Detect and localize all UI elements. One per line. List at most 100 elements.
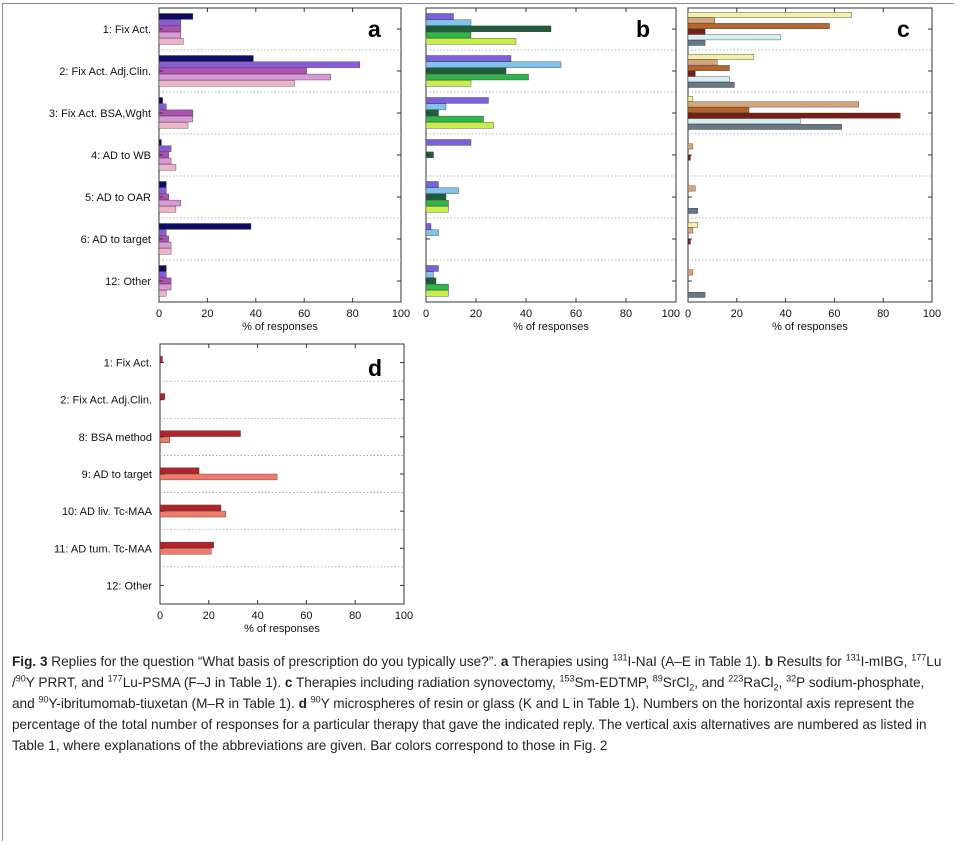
figure-frame [2,3,954,841]
bar [159,436,170,443]
bar [687,112,901,119]
bar [159,510,227,518]
bar [158,265,167,272]
bar [687,292,706,298]
x-tick-label: 100 [923,308,941,320]
bar [158,199,181,207]
figure-caption: Fig. 3 Replies for the question “What ba… [12,651,942,756]
bar [159,393,166,400]
bar [687,81,735,88]
bar [687,59,718,66]
bar [425,206,449,213]
bar [687,269,694,276]
panel-a: 1: Fix Act. 2: Fix Act. Adj.Clin. 3: Fix A… [49,7,410,333]
bar [158,187,167,194]
category-label: 8: BSA method [79,432,152,444]
bar [159,504,222,512]
bar [687,154,691,161]
x-tick-label: 20 [203,610,215,622]
panel-c: 0 20 40 60 80 100 % of responses c [685,7,941,333]
x-tick-label: 40 [520,308,532,320]
x-tick-label: 100 [392,308,410,320]
bar [425,31,472,39]
category-label: 2: Fix Act. Adj.Clin. [59,66,151,78]
x-axis-label: % of responses [244,623,320,635]
x-tick-label: 80 [349,610,361,622]
panel-letter: b [636,16,650,42]
category-label: 9: AD to target [82,469,152,481]
x-tick-label: 40 [251,610,263,622]
category-label: 3: Fix Act. BSA,Wght [49,108,151,120]
bar [158,97,163,104]
x-tick-label: 20 [470,308,482,320]
x-axis-label: % of responses [242,321,318,333]
panel-letter: a [368,16,381,42]
bar [158,38,184,45]
category-label: 1: Fix Act. [104,358,152,370]
bar [687,207,698,214]
panel-letter: c [897,16,910,42]
category-label: 12: Other [105,276,151,288]
bar [425,80,472,87]
x-tick-label: 100 [395,610,413,622]
x-axis-label: % of responses [513,321,589,333]
bar [158,109,194,117]
bar [425,115,484,123]
x-tick-label: 80 [620,308,632,320]
bar [687,123,842,130]
category-label: 12: Other [106,580,152,592]
x-tick-label: 20 [201,308,213,320]
bar [158,248,172,255]
bar [687,65,730,71]
bar [425,55,512,62]
plot-frame [687,7,933,303]
bar [687,143,694,150]
bar [158,122,189,129]
x-tick-label: 0 [156,308,162,320]
plot-frame [425,7,677,303]
panel-letter: d [368,355,382,381]
bar [687,221,698,228]
bar [425,73,529,81]
bar [159,473,278,481]
bar [158,290,167,297]
bar [687,70,696,77]
bar [425,265,439,272]
bar [687,95,694,102]
bar [158,19,181,26]
bar [687,40,706,46]
bar [425,25,552,32]
caption-text: Replies for the question “What basis of … [12,652,942,753]
bar [158,229,167,236]
x-tick-label: 60 [570,308,582,320]
bar [425,38,517,45]
bar [425,19,472,26]
bar [158,13,194,20]
plot-frame [158,7,402,303]
category-label: 6: AD to target [81,234,151,246]
x-tick-label: 60 [298,308,310,320]
bar [425,67,507,75]
category-label: 4: AD to WB [91,150,151,162]
bar [425,139,472,146]
bar [159,548,212,555]
bar [159,430,241,437]
bar [158,271,167,278]
bar [687,238,691,245]
bar [158,145,172,152]
bar [687,107,750,113]
category-label: 1: Fix Act. [103,24,151,36]
bar [158,55,254,62]
bar [425,122,494,129]
bar [159,356,163,363]
x-tick-label: 20 [731,308,743,320]
bar [158,206,177,213]
bar [687,227,694,234]
bar [687,101,860,108]
x-tick-label: 0 [685,308,691,320]
x-axis-label: % of responses [772,321,848,333]
bar [687,34,781,41]
category-label: 5: AD to OAR [85,192,151,204]
bar [425,290,449,297]
bar [425,199,449,207]
